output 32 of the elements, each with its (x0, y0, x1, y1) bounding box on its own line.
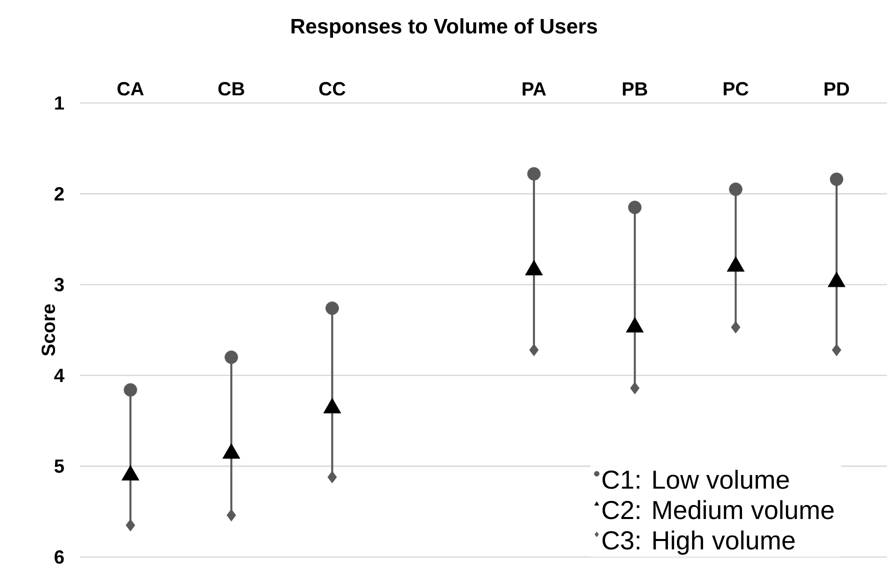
legend-label: C1: Low volume (602, 470, 789, 489)
legend-label: C2: Medium volume (602, 500, 834, 520)
x-tick-label: PD (824, 82, 849, 96)
x-tick-label: PC (724, 82, 748, 96)
point (224, 350, 238, 364)
x-tick-label: CB (218, 82, 244, 96)
point (328, 470, 337, 484)
y-tick-label: 2 (54, 187, 64, 200)
y-axis-title: Score (42, 304, 56, 356)
point (529, 344, 539, 356)
x-tick-label: PA (522, 82, 546, 96)
y-tick-label: 5 (54, 460, 64, 473)
x-tick-label: PB (622, 82, 648, 96)
point (628, 200, 642, 214)
point (326, 302, 339, 315)
point (830, 172, 844, 186)
y-tick-label: 6 (54, 550, 64, 564)
y-tick-label: 3 (54, 278, 64, 292)
x-tick-label: CA (118, 82, 144, 96)
x-tick-label: CC (319, 82, 346, 96)
point (124, 383, 138, 397)
chart-title: Responses to Volume of Users (292, 18, 597, 38)
legend-label: C3: High volume (602, 530, 795, 555)
point (226, 509, 236, 522)
y-tick-label: 1 (55, 96, 64, 110)
point (729, 182, 742, 196)
y-tick-label: 4 (54, 368, 64, 382)
point (832, 344, 842, 356)
point (126, 519, 136, 532)
point (630, 382, 640, 394)
point (527, 167, 541, 181)
point (731, 321, 740, 334)
